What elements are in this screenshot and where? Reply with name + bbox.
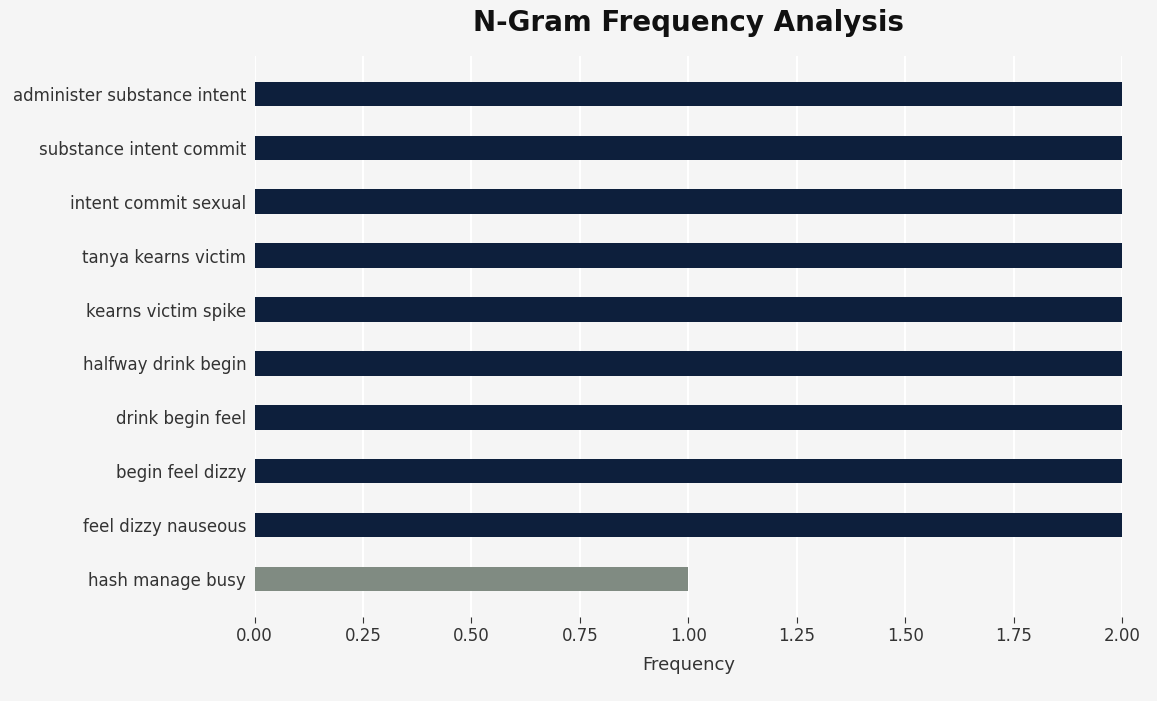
Bar — [255, 81, 1122, 106]
Bar — [255, 351, 1122, 376]
Bar — [255, 189, 1122, 214]
X-axis label: Frequency: Frequency — [642, 656, 735, 674]
Bar — [255, 513, 1122, 538]
Bar — [255, 297, 1122, 322]
Bar — [255, 567, 688, 592]
Bar — [255, 405, 1122, 430]
Bar — [255, 243, 1122, 268]
Title: N-Gram Frequency Analysis: N-Gram Frequency Analysis — [473, 9, 904, 37]
Bar — [255, 459, 1122, 484]
Bar — [255, 135, 1122, 160]
